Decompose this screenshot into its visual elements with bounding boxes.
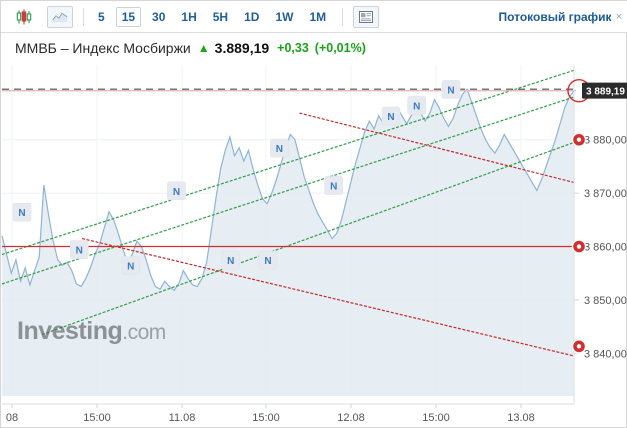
news-marker[interactable]: N xyxy=(441,80,461,99)
news-marker[interactable]: N xyxy=(324,176,344,195)
toolbar-divider-2 xyxy=(342,7,344,26)
timeframe-1h[interactable]: 1H xyxy=(181,9,197,24)
svg-text:N: N xyxy=(447,85,454,96)
x-axis-label: 15:00 xyxy=(83,412,111,424)
candlestick-chart-icon[interactable] xyxy=(11,6,37,28)
timeframe-5[interactable]: 5 xyxy=(98,9,105,24)
svg-text:N: N xyxy=(173,187,180,198)
close-icon[interactable]: × xyxy=(615,10,622,23)
trend-line[interactable] xyxy=(1,96,575,285)
current-price-badge: 3 889,19 xyxy=(582,82,627,99)
svg-text:3 889,19: 3 889,19 xyxy=(586,87,625,98)
x-axis-label: 11.08 xyxy=(169,412,196,424)
timeframe-15[interactable]: 15 xyxy=(115,6,142,27)
trend-line[interactable] xyxy=(299,112,575,184)
svg-text:N: N xyxy=(76,246,83,257)
news-marker[interactable]: N xyxy=(270,138,289,158)
line-chart-icon[interactable] xyxy=(47,5,73,28)
y-axis-label: 3 880,00 xyxy=(584,135,627,147)
x-axis-label: 15:00 xyxy=(252,412,280,424)
svg-text:N: N xyxy=(127,262,134,273)
svg-text:N: N xyxy=(227,256,234,267)
svg-text:N: N xyxy=(387,112,394,123)
price-direction-arrow-icon: ▲ xyxy=(197,40,210,55)
news-marker[interactable]: N xyxy=(69,240,89,259)
news-marker[interactable]: N xyxy=(221,250,241,270)
chart-canvas[interactable]: 3 880,00 3 870,00 3 860,00 3 850,00 3 840,00… xyxy=(1,63,627,428)
price-level-marker[interactable] xyxy=(571,239,587,254)
timeframe-1d[interactable]: 1D xyxy=(244,9,260,24)
svg-text:N: N xyxy=(413,101,420,112)
price-level-marker[interactable] xyxy=(571,339,587,354)
news-panel-icon[interactable] xyxy=(353,5,380,28)
y-axis-label: 3 870,00 xyxy=(584,188,627,200)
price-level-marker[interactable] xyxy=(571,132,587,147)
news-marker[interactable]: N xyxy=(167,181,186,201)
trend-line[interactable] xyxy=(41,141,575,336)
x-axis-label: 13.08 xyxy=(507,412,535,424)
last-price: 3.889,19 xyxy=(214,39,270,56)
streaming-chart-link[interactable]: Потоковый график xyxy=(498,9,612,24)
svg-text:N: N xyxy=(330,181,337,192)
y-axis-label: 3 840,00 xyxy=(584,348,627,360)
svg-text:N: N xyxy=(276,144,283,155)
timeframe-1m[interactable]: 1M xyxy=(309,9,327,24)
x-axis-label: 08 xyxy=(6,412,18,424)
instrument-header: ММВБ – Индекс Мосбиржи ▲ 3.889,19 +0,33 … xyxy=(1,32,627,63)
toolbar-divider-1 xyxy=(83,7,84,26)
news-marker[interactable]: N xyxy=(258,250,278,270)
news-marker[interactable]: N xyxy=(381,106,401,126)
timeframe-5h[interactable]: 5H xyxy=(212,9,229,24)
trend-line[interactable] xyxy=(81,237,575,357)
x-axis-label: 15:00 xyxy=(422,412,450,424)
y-axis-label: 3 860,00 xyxy=(584,242,627,254)
y-axis-label: 3 850,00 xyxy=(584,295,627,307)
instrument-name: ММВБ – Индекс Мосбиржи xyxy=(15,39,191,56)
news-marker[interactable]: N xyxy=(407,96,427,115)
timeframe-1w[interactable]: 1W xyxy=(275,9,294,24)
news-marker[interactable]: N xyxy=(121,256,140,275)
price-area-fill xyxy=(2,89,574,396)
price-chart[interactable]: 3 880,00 3 870,00 3 860,00 3 850,00 3 840,00… xyxy=(1,63,627,428)
svg-text:N: N xyxy=(18,208,25,219)
timeframe-30[interactable]: 30 xyxy=(152,9,166,24)
news-marker[interactable]: N xyxy=(12,202,32,222)
svg-text:N: N xyxy=(264,256,271,267)
x-axis-label: 12.08 xyxy=(337,412,365,424)
trend-line[interactable] xyxy=(1,69,575,256)
price-change-percent: (+0,01%) xyxy=(314,40,366,55)
price-change: +0,33 xyxy=(277,40,309,55)
chart-toolbar: 5 15 30 1H 5H 1D 1W 1M Потоковый график … xyxy=(1,1,627,33)
